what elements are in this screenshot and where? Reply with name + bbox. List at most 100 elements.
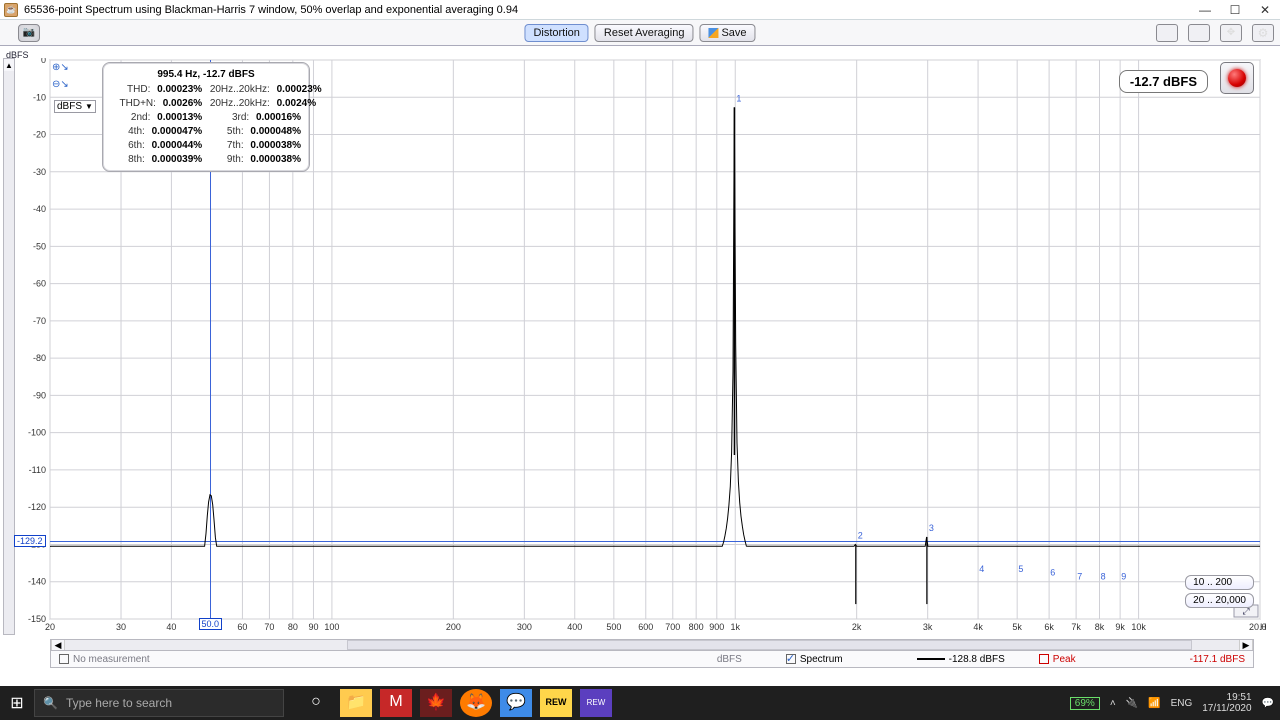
svg-text:-40: -40 [33,204,46,214]
scroll-up-icon[interactable]: ▲ [4,59,14,71]
search-placeholder: Type here to search [66,696,172,710]
tray-clock[interactable]: 19:51 17/11/2020 [1202,692,1251,714]
reset-averaging-button[interactable]: Reset Averaging [595,24,694,42]
svg-text:-120: -120 [28,502,46,512]
taskbar-search[interactable]: 🔍 Type here to search [34,689,284,717]
layout-button-1[interactable] [1156,24,1178,42]
range-badge-y[interactable]: 10 .. 200 [1185,575,1254,590]
svg-text:-110: -110 [29,465,46,475]
camera-icon[interactable]: 📷 [18,24,40,42]
svg-text:-80: -80 [33,353,46,363]
svg-text:-60: -60 [33,279,46,289]
toolbar: 📷 Distortion Reset Averaging Save ✥ ⚙ [0,20,1280,46]
svg-text:4: 4 [979,564,984,574]
distortion-button[interactable]: Distortion [524,24,588,42]
svg-text:30: 30 [116,622,126,632]
no-measurement-checkbox[interactable] [59,654,69,664]
svg-text:700: 700 [665,622,680,632]
scroll-right-icon[interactable]: ▶ [1239,640,1253,650]
taskbar-app-6[interactable]: 💬 [500,689,532,717]
taskbar-rew[interactable]: REW [540,689,572,717]
taskbar-mail[interactable]: M [380,689,412,717]
taskbar-apps: ○ 📁 M 🍁 🦊 💬 REW REW [300,689,612,717]
record-button[interactable] [1220,62,1254,94]
svg-text:8k: 8k [1095,622,1105,632]
maximize-button[interactable]: ☐ [1220,0,1250,20]
svg-text:1k: 1k [730,622,740,632]
svg-text:80: 80 [288,622,298,632]
svg-text:6k: 6k [1044,622,1054,632]
svg-text:4k: 4k [973,622,983,632]
tray-notifications-icon[interactable]: 💬 [1262,698,1274,709]
tray-wifi-icon[interactable]: 📶 [1148,698,1160,709]
svg-text:3k: 3k [923,622,933,632]
svg-text:800: 800 [689,622,704,632]
save-icon [708,28,718,38]
taskbar-app-8[interactable]: REW [580,689,612,717]
tray-lang[interactable]: ENG [1171,698,1193,709]
distortion-title: 995.4 Hz, -12.7 dBFS [111,69,301,80]
range-badges: 10 .. 200 20 .. 20,000 [1185,575,1254,608]
cursor-add-icon[interactable]: ⊕↘ [52,62,69,73]
scroll-thumb[interactable] [347,640,1192,650]
taskbar-app-4[interactable]: 🍁 [420,689,452,717]
cursor-remove-icon[interactable]: ⊖↘ [52,79,69,90]
svg-text:90: 90 [308,622,318,632]
taskbar-firefox[interactable]: 🦊 [460,689,492,717]
svg-text:2: 2 [858,530,863,540]
distortion-row: 8th: 0.000039%9th: 0.000038% [111,153,301,167]
svg-text:8: 8 [1101,571,1106,581]
app-icon: ☕ [4,3,18,17]
distortion-panel: 995.4 Hz, -12.7 dBFS THD: 0.00023%20Hz..… [102,62,310,172]
svg-text:Hz: Hz [1260,622,1266,632]
svg-text:500: 500 [606,622,621,632]
tray-power-icon[interactable]: 🔌 [1126,698,1138,709]
distortion-row: THD+N: 0.0026%20Hz..20kHz: 0.0024% [111,97,301,111]
no-measurement-label: No measurement [73,654,150,665]
tray-chevron-icon[interactable]: ˄ [1110,698,1116,709]
close-button[interactable]: ✕ [1250,0,1280,20]
svg-text:6: 6 [1050,568,1055,578]
save-button[interactable]: Save [699,24,755,42]
spectrum-swatch [917,658,945,660]
minimize-button[interactable]: — [1190,0,1220,20]
tray-time: 19:51 [1202,692,1251,703]
peak-checkbox[interactable] [1039,654,1049,664]
svg-text:400: 400 [567,622,582,632]
distortion-row: 4th: 0.000047%5th: 0.000048% [111,125,301,139]
distortion-row: 2nd: 0.00013%3rd: 0.00016% [111,111,301,125]
start-button[interactable]: ⊞ [0,686,34,720]
gear-button[interactable]: ⚙ [1252,24,1274,42]
svg-text:1: 1 [736,93,741,103]
svg-text:-100: -100 [28,428,46,438]
svg-text:-10: -10 [33,92,46,102]
svg-text:-20: -20 [33,130,46,140]
spectrum-checkbox[interactable] [786,654,796,664]
svg-text:-150: -150 [28,614,46,624]
peak-label: Peak [1053,654,1076,665]
svg-text:70: 70 [264,622,274,632]
scroll-left-icon[interactable]: ◀ [51,640,65,650]
svg-text:-70: -70 [33,316,46,326]
taskbar-explorer[interactable]: 📁 [340,689,372,717]
spectrum-value: -128.8 dBFS [949,654,1005,665]
svg-text:200: 200 [446,622,461,632]
svg-text:20: 20 [45,622,55,632]
svg-text:40: 40 [166,622,176,632]
svg-text:2k: 2k [852,622,862,632]
legend-bar: No measurement dBFS Spectrum -128.8 dBFS… [50,650,1254,668]
move-button[interactable]: ✥ [1220,24,1242,42]
tray-date: 17/11/2020 [1202,703,1251,714]
taskbar-cortana[interactable]: ○ [300,689,332,717]
windows-taskbar: ⊞ 🔍 Type here to search ○ 📁 M 🍁 🦊 💬 REW … [0,686,1280,720]
battery-indicator[interactable]: 69% [1070,697,1100,710]
scroll-track[interactable] [65,640,1239,650]
svg-text:0: 0 [41,58,46,65]
no-measurement-unit: dBFS [717,654,742,665]
window-title: 65536-point Spectrum using Blackman-Harr… [22,4,1190,16]
svg-text:9: 9 [1121,571,1126,581]
range-badge-x[interactable]: 20 .. 20,000 [1185,593,1254,608]
unit-select[interactable]: dBFS ▼ [54,100,96,113]
svg-text:600: 600 [638,622,653,632]
layout-button-2[interactable] [1188,24,1210,42]
